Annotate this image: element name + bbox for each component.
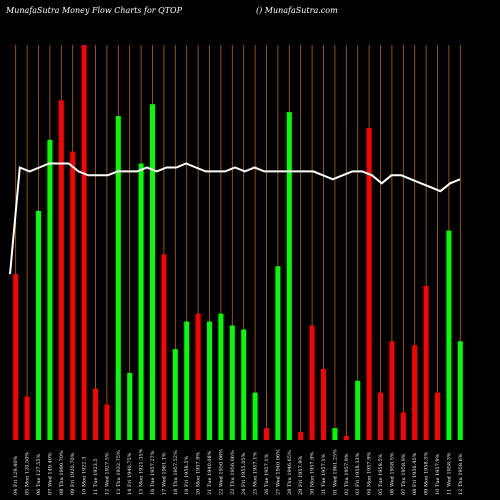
x-tick-label: 07 Wed 149.40%: [47, 452, 53, 495]
bar: [321, 368, 326, 440]
x-tick-label: 04 Fri 129.40%: [13, 456, 19, 495]
bar: [115, 116, 121, 440]
x-tick-label: 25 Mon 1957.1%: [253, 452, 259, 495]
x-tick-label: 08 Fri 1956.45%: [412, 452, 418, 495]
bar: [229, 325, 235, 440]
x-tick-label: 17 Wed 1961.1%: [161, 452, 167, 495]
bar: [104, 404, 110, 440]
x-tick-label: 18 Thu 1957.52%: [173, 450, 179, 495]
x-tick-label: 09 Fri 1920.70%: [70, 452, 76, 495]
chart-title: MunafaSutra Money Flow Charts for QTOP: [5, 6, 183, 15]
x-tick-label: 10 Mon 1922.3: [82, 457, 88, 495]
x-tick-label: 21 Tue 1940.08%: [207, 450, 213, 495]
bar: [70, 151, 76, 440]
bar: [47, 139, 53, 441]
x-tick-label: 19 Fri 1958.5%: [184, 456, 190, 495]
x-tick-label: 20 Mon 1957.9%: [196, 452, 202, 495]
bar: [400, 412, 406, 440]
x-tick-label: 29 Fri 1957.9%: [298, 456, 304, 495]
bar: [207, 321, 212, 440]
bar: [81, 45, 87, 440]
bar: [275, 266, 281, 440]
bar: [93, 388, 98, 440]
x-tick-label: 12 Thu 1958.6%: [458, 453, 464, 495]
x-tick-label: 06 Tue 127.55%: [36, 453, 42, 495]
x-tick-label: 22 Wed 1950.08%: [218, 449, 224, 495]
bar: [446, 230, 452, 440]
bar: [366, 127, 372, 440]
x-tick-label: 28 Thu 1946.65%: [287, 450, 293, 495]
bar: [218, 313, 224, 440]
bar: [150, 104, 155, 440]
x-tick-label: 27 Wed 1940.06%: [275, 449, 281, 495]
x-tick-label: 04 Mon 1957.9%: [367, 452, 373, 495]
bar: [127, 372, 133, 440]
x-tick-label: 09 Mon 1958.5%: [424, 452, 430, 495]
bar: [355, 380, 361, 440]
bar: [423, 285, 429, 440]
x-tick-label: 16 Tue 1957.27%: [150, 450, 156, 495]
bar: [378, 392, 383, 440]
bar: [138, 163, 144, 440]
bar: [435, 392, 440, 440]
x-tick-label: 01 Wed 1961.25%: [332, 449, 338, 495]
bar: [172, 349, 178, 440]
x-tick-label: 11 Wed 1958.3%: [446, 452, 452, 495]
x-tick-label: 30 Mon 1957.9%: [310, 452, 316, 495]
bar: [252, 392, 258, 440]
bar: [332, 428, 338, 440]
x-tick-label: 05 Mon 120.50%: [25, 452, 31, 495]
bar: [58, 100, 64, 441]
bar: [161, 254, 167, 440]
x-tick-label: 05 Tue 1958.5%: [378, 453, 384, 495]
bar: [389, 341, 395, 440]
bar: [412, 345, 418, 440]
x-tick-label: 23 Thu 1956.06%: [230, 450, 236, 495]
x-tick-label: 08 Thu 1990.70%: [59, 450, 65, 495]
x-tick-label: 10 Tue 1957.9%: [435, 453, 441, 495]
x-tick-label: 26 Tue 1957.1%: [264, 453, 270, 495]
bar: [24, 396, 30, 440]
bar: [298, 432, 304, 440]
x-tick-label: 15 Mon 1921.35%: [139, 448, 145, 495]
x-tick-label: 02 Thu 1957.9%: [344, 453, 350, 495]
bar: [36, 210, 41, 440]
bar: [241, 329, 247, 440]
bar-series: [13, 45, 463, 441]
x-axis-labels: 04 Fri 129.40% 05 Mon 120.50% 06 Tue 127.5…: [13, 448, 464, 495]
watermark: () MunafaSutra.com: [256, 6, 338, 15]
bar: [309, 325, 315, 440]
x-tick-label: 11 Tue 1923.5: [93, 458, 99, 495]
bar: [13, 274, 19, 440]
bar: [195, 313, 201, 440]
money-flow-line: [9, 162, 461, 275]
bar: [184, 321, 190, 440]
bar: [457, 341, 463, 440]
x-tick-label: 14 Fri 1940.75%: [127, 452, 133, 495]
bar: [286, 112, 292, 441]
x-tick-label: 24 Fri 1955.05%: [241, 452, 247, 495]
x-tick-label: 03 Fri 1958.33%: [355, 452, 361, 495]
x-tick-label: 07 Thu 1958.9%: [401, 453, 407, 495]
x-tick-label: 12 Wed 1927.5%: [104, 452, 110, 495]
x-tick-label: 06 Wed 1958.5%: [389, 452, 395, 495]
x-tick-label: 31 Tue 1957.1%: [321, 453, 327, 495]
bar: [343, 436, 349, 440]
bar: [264, 428, 269, 440]
x-tick-label: 13 Thu 1932.75%: [116, 450, 122, 495]
